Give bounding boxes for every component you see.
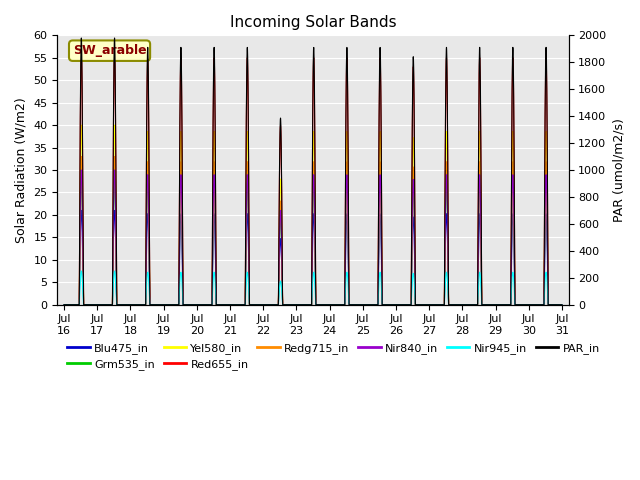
Yel580_in [438, 302, 446, 308]
Line: Yel580_in: Yel580_in [64, 125, 562, 305]
Nir840_in [531, 302, 539, 308]
Nir840_in [537, 302, 545, 308]
Grm535_in [60, 302, 68, 308]
Grm535_in [531, 302, 539, 308]
Y-axis label: PAR (umol/m2/s): PAR (umol/m2/s) [612, 118, 625, 222]
Grm535_in [77, 176, 85, 182]
Nir945_in [60, 302, 68, 308]
Legend: Blu475_in, Grm535_in, Yel580_in, Red655_in, Redg715_in, Nir840_in, Nir945_in, PA: Blu475_in, Grm535_in, Yel580_in, Red655_… [63, 338, 604, 374]
Blu475_in [438, 302, 446, 308]
PAR_in [531, 302, 539, 308]
Yel580_in [537, 302, 545, 308]
Red655_in [558, 302, 566, 308]
Nir840_in [77, 167, 85, 173]
Nir840_in [230, 302, 237, 308]
Red655_in [60, 302, 68, 308]
Blu475_in [424, 302, 432, 308]
Line: Redg715_in: Redg715_in [64, 156, 562, 305]
Redg715_in [537, 302, 545, 308]
Nir945_in [537, 302, 545, 308]
Blu475_in [531, 302, 539, 308]
Line: Blu475_in: Blu475_in [64, 210, 562, 305]
Nir945_in [77, 268, 85, 274]
Nir945_in [230, 302, 237, 308]
PAR_in [60, 302, 68, 308]
Yel580_in [531, 302, 539, 308]
Blu475_in [77, 207, 85, 213]
Nir945_in [424, 302, 432, 308]
Line: PAR_in: PAR_in [64, 38, 562, 305]
Grm535_in [438, 302, 446, 308]
Nir945_in [438, 302, 446, 308]
PAR_in [438, 302, 446, 308]
Yel580_in [558, 302, 566, 308]
Red655_in [438, 302, 446, 308]
Grm535_in [296, 302, 303, 308]
Grm535_in [424, 302, 432, 308]
Red655_in [230, 302, 237, 308]
Nir840_in [296, 302, 303, 308]
PAR_in [537, 302, 545, 308]
Yel580_in [77, 122, 85, 128]
Yel580_in [296, 302, 303, 308]
Text: SW_arable: SW_arable [73, 44, 147, 57]
Redg715_in [296, 302, 303, 308]
PAR_in [296, 302, 303, 308]
Nir840_in [558, 302, 566, 308]
Redg715_in [558, 302, 566, 308]
Red655_in [77, 46, 85, 52]
Yel580_in [60, 302, 68, 308]
Redg715_in [60, 302, 68, 308]
Grm535_in [230, 302, 237, 308]
Red655_in [537, 302, 545, 308]
Nir840_in [438, 302, 446, 308]
Nir840_in [60, 302, 68, 308]
PAR_in [77, 35, 85, 41]
Blu475_in [537, 302, 545, 308]
Nir945_in [296, 302, 303, 308]
Grm535_in [537, 302, 545, 308]
Red655_in [296, 302, 303, 308]
Title: Incoming Solar Bands: Incoming Solar Bands [230, 15, 396, 30]
Nir945_in [558, 302, 566, 308]
PAR_in [424, 302, 432, 308]
Redg715_in [424, 302, 432, 308]
Red655_in [424, 302, 432, 308]
Blu475_in [558, 302, 566, 308]
Redg715_in [531, 302, 539, 308]
Line: Red655_in: Red655_in [64, 49, 562, 305]
PAR_in [230, 302, 237, 308]
Line: Grm535_in: Grm535_in [64, 179, 562, 305]
Yel580_in [424, 302, 432, 308]
Blu475_in [60, 302, 68, 308]
Yel580_in [230, 302, 237, 308]
Blu475_in [296, 302, 303, 308]
Y-axis label: Solar Radiation (W/m2): Solar Radiation (W/m2) [15, 97, 28, 243]
Redg715_in [438, 302, 446, 308]
Blu475_in [230, 302, 237, 308]
Grm535_in [558, 302, 566, 308]
Nir840_in [424, 302, 432, 308]
Redg715_in [230, 302, 237, 308]
Red655_in [531, 302, 539, 308]
PAR_in [558, 302, 566, 308]
Line: Nir840_in: Nir840_in [64, 170, 562, 305]
Redg715_in [77, 154, 85, 159]
Line: Nir945_in: Nir945_in [64, 271, 562, 305]
Nir945_in [531, 302, 539, 308]
